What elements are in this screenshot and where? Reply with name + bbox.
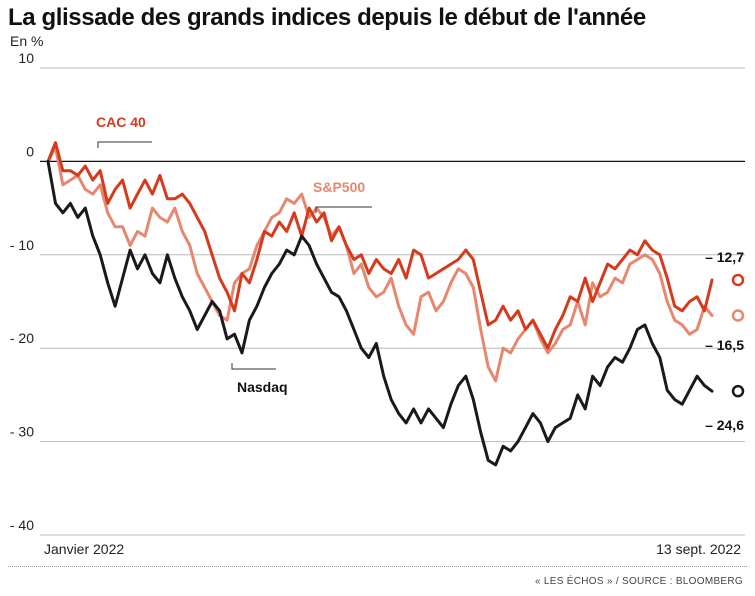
y-unit-label: En % — [10, 33, 44, 49]
y-tick-label: - 30 — [10, 424, 34, 440]
line-chart: 10 0 - 10 - 20 - 30 - 40 Janvier 2022 13 sept. … — [10, 50, 745, 557]
annotation-leader — [315, 206, 372, 213]
y-tick-label: - 10 — [10, 237, 34, 253]
end-value-label: – 16,5 — [705, 337, 744, 353]
y-tick-label: 0 — [26, 143, 34, 159]
series-annotation: S&P500 — [313, 179, 365, 195]
end-marker — [731, 384, 745, 398]
series-annotation: Nasdaq — [237, 379, 288, 395]
chart-title: La glissade des grands indices depuis le… — [8, 4, 646, 31]
end-marker — [731, 309, 745, 322]
end-value-label: – 24,6 — [705, 417, 744, 433]
x-end-label: 13 sept. 2022 — [656, 541, 741, 557]
annotation-leader — [231, 363, 276, 370]
y-tick-label: - 40 — [10, 517, 34, 533]
series-line-sp500 — [46, 145, 714, 383]
y-tick-label: - 20 — [10, 330, 34, 346]
end-marker — [731, 273, 745, 287]
footer-divider — [8, 566, 747, 567]
series-line-cac40 — [46, 141, 714, 350]
annotation-leader — [97, 141, 152, 148]
series-line-nasdaq — [46, 159, 714, 467]
y-tick-label: 10 — [18, 50, 34, 66]
end-value-label: – 12,7 — [705, 249, 744, 265]
x-start-label: Janvier 2022 — [44, 541, 124, 557]
source-credit: « LES ÉCHOS » / SOURCE : BLOOMBERG — [534, 576, 743, 587]
series-annotation: CAC 40 — [96, 114, 146, 130]
